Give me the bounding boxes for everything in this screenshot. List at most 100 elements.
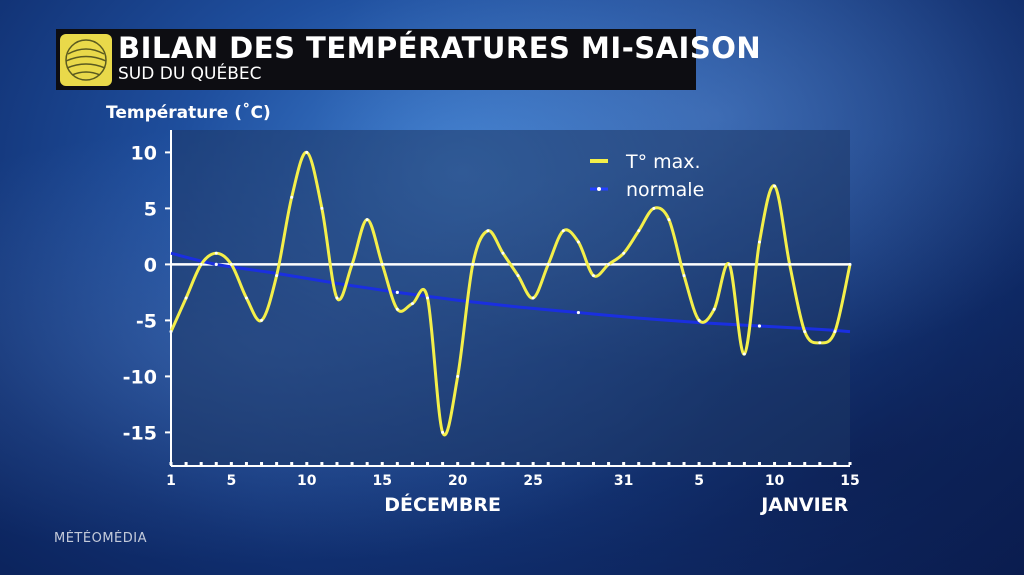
tmax-point (471, 262, 475, 266)
tmax-point (848, 262, 852, 266)
x-tick-label: 15 (373, 473, 392, 489)
x-minor-tick (697, 462, 701, 465)
x-tick-label: 31 (614, 473, 633, 489)
x-minor-tick (712, 462, 716, 465)
tmax-point (652, 206, 656, 210)
tmax-point (169, 330, 173, 334)
tmax-point (546, 262, 550, 266)
y-axis-label: Température (˚C) (106, 103, 271, 123)
x-minor-tick (833, 462, 837, 465)
x-minor-tick (622, 462, 626, 465)
x-tick-label: 20 (448, 473, 468, 489)
x-minor-tick (486, 462, 490, 465)
tmax-point (576, 240, 580, 244)
tmax-point (350, 262, 354, 266)
tmax-point (275, 274, 279, 278)
x-minor-tick (244, 462, 248, 465)
x-minor-tick (773, 462, 777, 465)
normale-point (214, 262, 218, 266)
x-minor-tick (275, 462, 279, 465)
y-tick-label: -10 (123, 366, 157, 388)
x-minor-tick (426, 462, 430, 465)
x-minor-tick (607, 462, 611, 465)
x-tick-label: 10 (297, 473, 317, 489)
x-minor-tick (742, 462, 746, 465)
normale-point (395, 290, 399, 294)
tmax-point (622, 251, 626, 255)
x-minor-tick (637, 462, 641, 465)
tmax-point (742, 352, 746, 356)
tmax-point (184, 296, 188, 300)
x-minor-tick (757, 462, 761, 465)
brand-footer: MÉTÉOMÉDIA (54, 531, 147, 546)
legend-label-tmax: T° max. (625, 151, 701, 173)
x-minor-tick (848, 462, 852, 465)
x-minor-tick (788, 462, 792, 465)
x-tick-label: 10 (765, 473, 785, 489)
tmax-point (667, 218, 671, 222)
tmax-point (395, 307, 399, 311)
x-minor-tick (682, 462, 686, 465)
x-minor-tick (395, 462, 399, 465)
x-minor-tick (471, 462, 475, 465)
month-label: JANVIER (759, 494, 848, 516)
tmax-point (199, 262, 203, 266)
plot-area (171, 130, 850, 466)
tmax-point (501, 251, 505, 255)
tmax-point (456, 374, 460, 378)
x-minor-tick (260, 462, 264, 465)
legend-label-normale: normale (626, 179, 704, 201)
x-minor-tick (380, 462, 384, 465)
tmax-point (229, 262, 233, 266)
y-tick-label: -5 (136, 310, 157, 332)
tmax-point (561, 229, 565, 233)
tmax-point (426, 296, 430, 300)
tmax-point (486, 229, 490, 233)
x-minor-tick (531, 462, 535, 465)
tmax-point (788, 262, 792, 266)
tmax-point (244, 296, 248, 300)
month-label: DÉCEMBRE (384, 493, 501, 516)
tmax-point (531, 296, 535, 300)
normale-point (757, 324, 762, 328)
x-minor-tick (290, 462, 294, 465)
tmax-point (803, 330, 807, 334)
y-tick-label: 10 (131, 142, 157, 164)
tmax-point (320, 206, 324, 210)
tmax-point (682, 274, 686, 278)
x-tick-label: 5 (226, 473, 236, 489)
globe-logo-icon (60, 34, 112, 86)
page-title: BILAN DES TEMPÉRATURES MI-SAISON (118, 31, 762, 65)
tmax-point (441, 430, 445, 434)
x-minor-tick (501, 462, 505, 465)
x-minor-tick (652, 462, 656, 465)
tmax-point (727, 262, 731, 266)
tmax-point (757, 240, 761, 244)
tmax-point (637, 229, 641, 233)
x-minor-tick (561, 462, 565, 465)
x-minor-tick (199, 462, 203, 465)
x-minor-tick (305, 462, 309, 465)
x-minor-tick (229, 462, 233, 465)
x-minor-tick (803, 462, 807, 465)
series-line-tmax (169, 150, 852, 437)
x-minor-tick (441, 462, 445, 465)
x-minor-tick (818, 462, 822, 465)
x-tick-label: 1 (166, 473, 176, 489)
tmax-point (380, 262, 384, 266)
y-tick-label: -15 (123, 422, 157, 444)
tmax-point (773, 184, 777, 188)
x-minor-tick (320, 462, 324, 465)
x-minor-tick (410, 462, 414, 465)
tmax-point (516, 274, 520, 278)
x-minor-tick (546, 462, 550, 465)
legend-dot-normale (597, 187, 601, 191)
tmax-point (365, 218, 369, 222)
x-minor-tick (516, 462, 520, 465)
tmax-point (833, 330, 837, 334)
tmax-point (305, 150, 309, 154)
x-minor-tick (667, 462, 671, 465)
x-minor-tick (576, 462, 580, 465)
x-minor-tick (169, 462, 173, 465)
tmax-point (290, 195, 294, 199)
